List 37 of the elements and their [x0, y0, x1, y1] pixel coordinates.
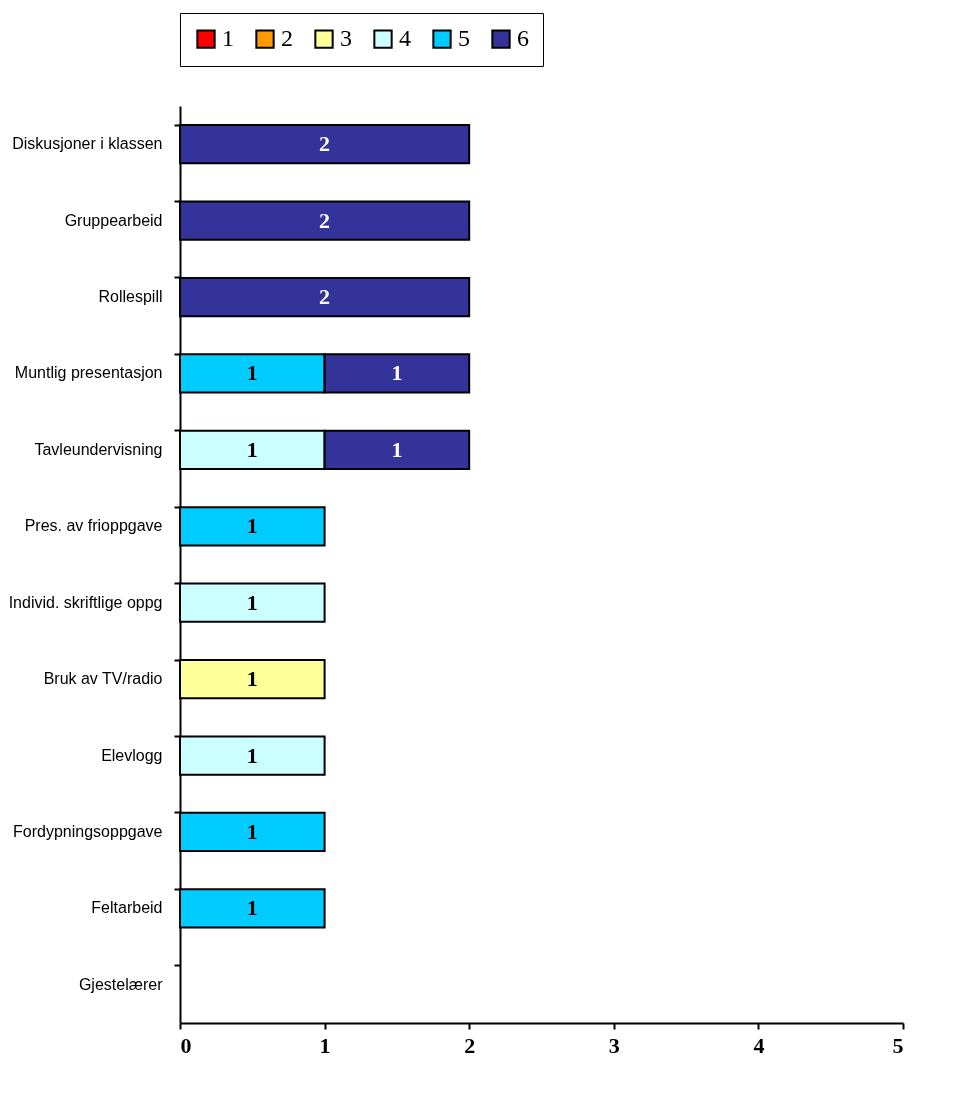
data-label: 2	[319, 207, 331, 233]
y-tick-label: Gjestelærer	[78, 975, 164, 993]
y-tick-label: Muntlig presentasjon	[14, 364, 163, 382]
x-tick-label: 5	[892, 1032, 904, 1058]
legend-label: 1	[222, 25, 234, 52]
data-label: 2	[319, 131, 331, 157]
data-label: 1	[246, 513, 258, 539]
data-label: 1	[246, 589, 258, 615]
data-label: 2	[319, 284, 331, 310]
y-tick-label: Diskusjoner i klassen	[12, 135, 163, 153]
data-label: 1	[246, 895, 258, 921]
y-tick-label: Rollespill	[98, 288, 163, 306]
y-tick-label: Bruk av TV/radio	[43, 670, 163, 688]
x-tick-label: 1	[319, 1032, 331, 1058]
x-tick-label: 2	[464, 1032, 476, 1058]
data-label: 1	[391, 360, 403, 386]
y-tick-label: Gruppearbeid	[64, 211, 163, 229]
y-tick-label: Tavleundervisning	[34, 440, 163, 458]
y-tick-label: Fordypningsoppgave	[13, 822, 163, 840]
data-label: 1	[246, 436, 258, 462]
x-tick-label: 4	[753, 1032, 765, 1058]
data-label: 1	[246, 360, 258, 386]
legend-label: 2	[281, 25, 293, 52]
data-label: 1	[246, 742, 258, 768]
x-tick-label: 0	[180, 1032, 192, 1058]
legend-label: 4	[399, 25, 411, 52]
data-label: 1	[246, 818, 258, 844]
legend-label: 6	[517, 25, 529, 52]
y-tick-label: Individ. skriftlige oppg	[8, 593, 163, 611]
x-tick-label: 3	[608, 1032, 620, 1058]
y-tick-label: Elevlogg	[101, 746, 163, 764]
data-label: 1	[391, 436, 403, 462]
y-tick-label: Pres. av frioppgave	[24, 517, 163, 535]
legend-label: 3	[340, 25, 352, 52]
legend-label: 5	[458, 25, 470, 52]
data-label: 1	[246, 666, 258, 692]
y-tick-label: Feltarbeid	[91, 899, 163, 917]
